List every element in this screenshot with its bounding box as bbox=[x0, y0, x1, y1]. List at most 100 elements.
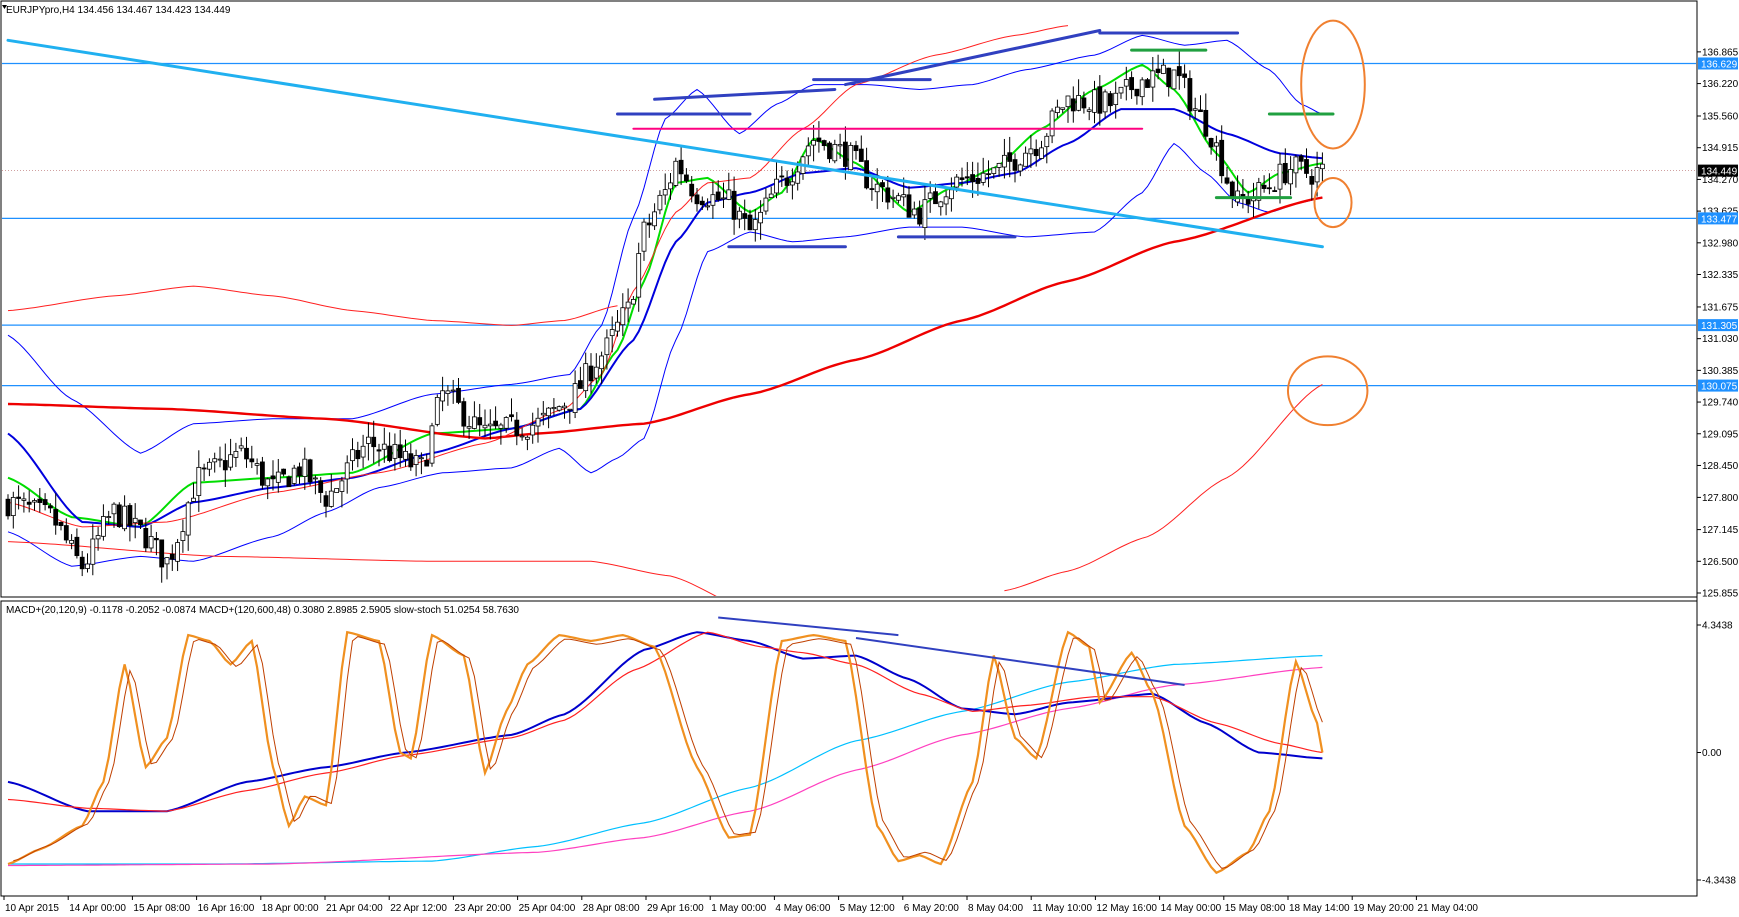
candle bbox=[302, 447, 308, 490]
candle bbox=[625, 288, 631, 323]
moving-average-6 bbox=[1004, 383, 1323, 592]
candle bbox=[222, 443, 228, 487]
time-tick-label: 28 Apr 08:00 bbox=[583, 903, 640, 914]
candle bbox=[509, 398, 514, 422]
candle bbox=[244, 436, 249, 468]
candle bbox=[662, 173, 668, 205]
indicator-header: MACD+(20,120,9) -0.1178 -0.2052 -0.0874 … bbox=[6, 605, 519, 616]
price-tick-label: 135.560 bbox=[1702, 112, 1739, 123]
candle bbox=[1044, 133, 1050, 164]
time-tick-label: 14 Apr 00:00 bbox=[69, 903, 126, 914]
candle bbox=[620, 293, 626, 337]
price-tick-label: 128.450 bbox=[1702, 461, 1739, 472]
candle bbox=[1155, 54, 1161, 80]
candle bbox=[1166, 67, 1172, 97]
candle bbox=[1176, 51, 1182, 90]
price-tick-label: 130.385 bbox=[1702, 366, 1739, 377]
candle bbox=[1198, 95, 1203, 113]
candle bbox=[853, 140, 859, 160]
candle bbox=[1304, 148, 1309, 178]
candle bbox=[376, 443, 382, 467]
candle bbox=[514, 412, 520, 446]
candle bbox=[318, 477, 324, 503]
candle bbox=[498, 422, 504, 445]
candle bbox=[1076, 79, 1081, 112]
candle bbox=[116, 502, 122, 528]
candle bbox=[1298, 154, 1304, 170]
candle bbox=[1055, 99, 1060, 118]
candle bbox=[885, 175, 891, 210]
candle bbox=[1086, 107, 1092, 121]
candle bbox=[652, 203, 657, 230]
candle bbox=[530, 412, 536, 444]
highlight-circle-1[interactable] bbox=[1313, 176, 1353, 229]
highlight-circle-0[interactable] bbox=[1300, 19, 1366, 150]
candle bbox=[1192, 97, 1198, 119]
candle bbox=[5, 494, 11, 520]
time-tick-label: 18 Apr 00:00 bbox=[262, 903, 319, 914]
candle bbox=[1161, 58, 1166, 75]
candle bbox=[874, 168, 880, 209]
candle bbox=[848, 142, 854, 171]
candle bbox=[344, 455, 350, 494]
candle bbox=[413, 449, 419, 477]
candle bbox=[1070, 86, 1076, 123]
time-tick-label: 6 May 20:00 bbox=[904, 903, 959, 914]
candle bbox=[471, 401, 477, 430]
time-tick-label: 29 Apr 16:00 bbox=[647, 903, 704, 914]
candle bbox=[339, 476, 345, 508]
indicator-trendline-1[interactable] bbox=[855, 637, 1185, 686]
highlight-circle-2[interactable] bbox=[1286, 355, 1369, 427]
indicator-tick-label: 0.00 bbox=[1702, 748, 1722, 759]
candle bbox=[58, 521, 64, 531]
candle bbox=[684, 168, 689, 184]
indicator-trendline-0[interactable] bbox=[718, 616, 899, 637]
trendline-2[interactable] bbox=[843, 28, 1102, 87]
time-tick-label: 19 May 20:00 bbox=[1353, 903, 1414, 914]
price-tick-label: 129.740 bbox=[1702, 398, 1739, 409]
candle bbox=[880, 179, 885, 203]
indicator-line-3 bbox=[7, 631, 1323, 812]
candle bbox=[185, 500, 191, 551]
candle bbox=[477, 403, 483, 437]
candle bbox=[525, 435, 530, 451]
candle bbox=[201, 463, 207, 481]
level-badge-3-label: 130.075 bbox=[1701, 382, 1738, 393]
time-tick-label: 5 May 12:00 bbox=[840, 903, 895, 914]
bollinger-lower bbox=[7, 142, 1323, 567]
stochastic-main bbox=[7, 630, 1324, 875]
price-tick-label: 129.095 bbox=[1702, 429, 1739, 440]
time-tick-label: 21 May 04:00 bbox=[1417, 903, 1478, 914]
level-badge-2-label: 131.305 bbox=[1701, 321, 1738, 332]
candle bbox=[164, 557, 170, 580]
trendline-1[interactable] bbox=[653, 87, 837, 101]
candle bbox=[180, 519, 186, 553]
price-tick-label: 133.625 bbox=[1702, 207, 1739, 218]
candle bbox=[143, 517, 149, 552]
candle bbox=[747, 209, 753, 231]
header-dropdown-icon[interactable] bbox=[2, 5, 7, 9]
candle bbox=[217, 446, 223, 468]
candle bbox=[445, 385, 451, 406]
time-tick-label: 18 May 14:00 bbox=[1289, 903, 1350, 914]
candle bbox=[212, 452, 218, 473]
candle bbox=[1033, 139, 1039, 167]
candle bbox=[1108, 91, 1113, 113]
current-price-badge-label: 134.449 bbox=[1701, 167, 1738, 178]
candle bbox=[1113, 81, 1119, 119]
stochastic-signal bbox=[13, 636, 1323, 869]
candle bbox=[599, 351, 604, 384]
candle bbox=[578, 366, 583, 389]
time-tick-label: 14 May 00:00 bbox=[1161, 903, 1222, 914]
candle bbox=[1049, 108, 1055, 144]
indicator-line-1 bbox=[8, 666, 1323, 867]
candle bbox=[392, 433, 398, 471]
trendline-0[interactable] bbox=[6, 38, 1324, 249]
time-tick-label: 11 May 10:00 bbox=[1032, 903, 1092, 914]
candle bbox=[763, 188, 769, 215]
candle bbox=[16, 485, 22, 510]
price-tick-label: 127.800 bbox=[1702, 493, 1739, 504]
candle bbox=[63, 518, 69, 544]
candle bbox=[795, 161, 801, 191]
candle bbox=[95, 526, 101, 551]
